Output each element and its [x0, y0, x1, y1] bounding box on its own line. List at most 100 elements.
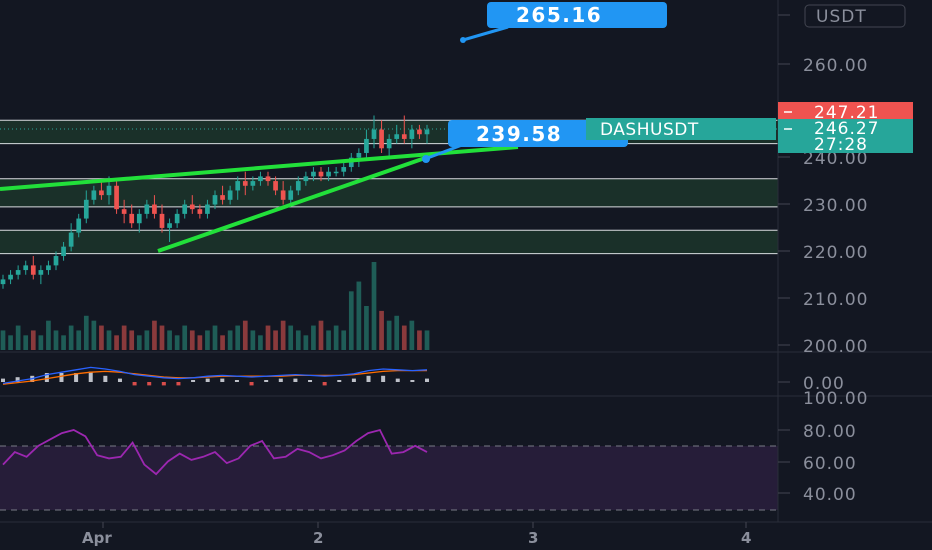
time-label-2: 2: [313, 529, 323, 547]
candle-body: [205, 204, 210, 214]
last-price-label: 246.27: [814, 119, 879, 139]
upper-trendline[interactable]: [0, 145, 519, 191]
rsi-line: [2, 428, 428, 476]
candle-body: [159, 213, 165, 228]
macd-histogram-bar: [103, 375, 108, 382]
candle-body: [311, 171, 316, 177]
candle-body: [189, 204, 195, 210]
price-zone-1: [0, 178, 778, 207]
entry-callout-anchor: [422, 155, 430, 163]
volume-bar: [15, 325, 21, 350]
candle-body: [136, 213, 142, 224]
entry-callout-box: [448, 120, 628, 147]
volume-bar: [38, 335, 44, 350]
target-callout[interactable]: 265.16: [460, 2, 667, 43]
candle-body: [61, 246, 66, 257]
volume-bar: [30, 330, 36, 350]
price-zone-2: [0, 230, 778, 254]
volume-bar: [326, 330, 331, 350]
volume-bar: [273, 330, 278, 350]
price-tick-200: 200.00: [803, 337, 868, 357]
volume-bar: [318, 320, 324, 350]
candle-body: [280, 190, 286, 200]
price-tick-260: 260.00: [803, 56, 868, 76]
macd-histogram-bar: [322, 382, 327, 386]
candle-body: [53, 256, 59, 266]
time-label-3: 3: [528, 529, 538, 547]
volume-bar: [205, 330, 210, 350]
volume-bar: [242, 320, 248, 350]
volume-bar: [46, 320, 51, 350]
volume-bar: [99, 325, 104, 350]
triangle-trendlines[interactable]: [0, 145, 519, 253]
rsi-tick-80: 80.00: [803, 422, 857, 442]
candle-body: [417, 129, 422, 135]
candle-body: [106, 185, 112, 196]
macd-histogram-bar: [59, 373, 64, 382]
volume-bar: [182, 325, 188, 350]
volume-bar: [371, 262, 377, 350]
volume-bar: [61, 335, 66, 350]
volume-bar: [129, 330, 135, 350]
volume-bar: [121, 325, 127, 350]
candle-body: [318, 171, 324, 177]
macd-histogram-bar: [278, 378, 283, 382]
macd-axis: 0.00: [778, 374, 844, 394]
macd-histogram-bar: [74, 373, 79, 382]
time-label-4: 4: [741, 529, 751, 547]
currency-badge[interactable]: [804, 4, 906, 28]
time-axis[interactable]: Apr 2 3 4: [82, 522, 751, 547]
volume-bar: [409, 320, 415, 350]
volume-bar: [227, 330, 233, 350]
volume-bar: [250, 330, 256, 350]
rsi-tick-60: 60.00: [803, 454, 857, 474]
macd-histogram-bar: [410, 380, 415, 382]
macd-histogram-bar: [425, 378, 429, 382]
volume-bar: [53, 330, 59, 350]
candle-body: [235, 181, 241, 191]
volume-bar: [341, 330, 347, 350]
volume-bar: [0, 330, 6, 350]
price-tick-210: 210.00: [803, 290, 868, 310]
volume-bar: [159, 325, 165, 350]
macd-histogram-bar: [293, 378, 298, 382]
volume-bar: [303, 335, 309, 350]
price-tick-240: 240.00: [803, 149, 868, 169]
symbol-label: DASHUSDT: [600, 120, 699, 140]
rsi-tick-40: 40.00: [803, 485, 857, 505]
volume-bar: [295, 330, 301, 350]
volume-bar: [364, 306, 369, 350]
candle-body: [371, 129, 377, 139]
price-axis[interactable]: USDT 260.00 240.00 230.00 220.00 210.00 …: [778, 4, 913, 357]
volume-bar: [394, 315, 400, 350]
price-tick-220: 220.00: [803, 243, 868, 263]
volume-bar: [386, 320, 392, 350]
entry-callout[interactable]: 239.58: [422, 120, 628, 163]
volume-bar: [235, 325, 241, 350]
candle-body: [220, 195, 225, 200]
macd-signal-line: [2, 369, 427, 385]
candle-body: [15, 270, 21, 275]
candle-body: [364, 138, 369, 153]
volume-bar: [220, 335, 225, 350]
macd-histogram-bar: [351, 378, 356, 382]
currency-badge-label: USDT: [816, 7, 867, 27]
high-price-tag: [778, 102, 913, 122]
volume-bar: [8, 335, 13, 350]
volume-bar: [114, 335, 119, 350]
volume-bar: [106, 330, 112, 350]
volume-bar: [379, 310, 384, 350]
target-callout-pointer: [462, 25, 509, 42]
candle-body: [303, 176, 309, 182]
macd-histogram-bar: [176, 382, 181, 386]
candle-body: [0, 279, 6, 285]
candle-body: [38, 270, 44, 275]
candle-body: [386, 138, 392, 149]
macd-histogram-bar: [161, 382, 166, 386]
volume-bar: [333, 325, 339, 350]
lower-trendline[interactable]: [157, 156, 426, 253]
macd-histogram-bar: [205, 378, 210, 382]
candle-body: [242, 181, 248, 186]
candle-body: [121, 209, 127, 214]
